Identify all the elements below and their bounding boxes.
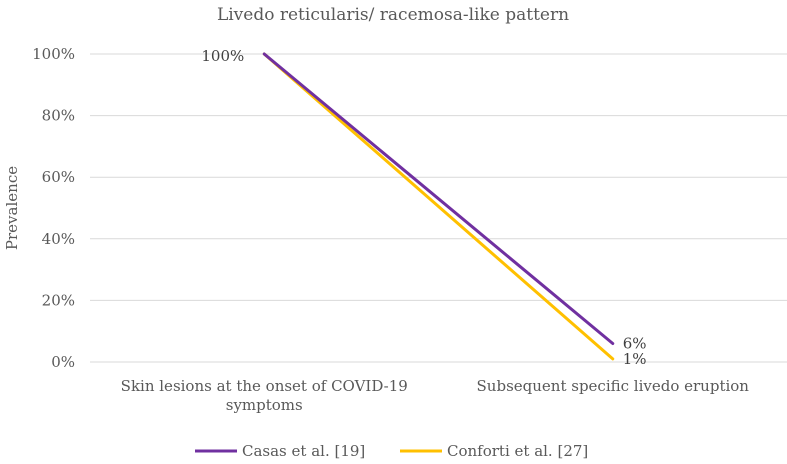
y-tick-label: 100% xyxy=(32,45,75,63)
legend-label: Casas et al. [19] xyxy=(242,442,365,460)
data-label: 6% xyxy=(623,335,647,353)
x-category-label: Skin lesions at the onset of COVID-19 sym… xyxy=(121,377,408,414)
y-tick-label: 80% xyxy=(42,107,75,125)
chart-title: Livedo reticularis/ racemosa-like patter… xyxy=(217,5,569,25)
y-tick-label: 40% xyxy=(42,230,75,248)
x-category-line: symptoms xyxy=(226,396,303,414)
series-line xyxy=(262,52,615,346)
y-axis-title: Prevalence xyxy=(3,166,21,250)
y-axis-ticks: 0% 20% 40% 60% 80% 100% xyxy=(32,45,75,371)
legend: Casas et al. [19] Conforti et al. [27] xyxy=(195,442,588,460)
legend-label: Conforti et al. [27] xyxy=(447,442,588,460)
data-label: 100% xyxy=(201,47,244,65)
x-category-label: Subsequent specific livedo eruption xyxy=(477,377,750,395)
x-category-line: Skin lesions at the onset of COVID-19 xyxy=(121,377,408,395)
series-line xyxy=(262,52,615,361)
y-tick-label: 60% xyxy=(42,168,75,186)
gridlines xyxy=(90,53,787,363)
series-lines xyxy=(262,52,615,361)
x-category-line: Subsequent specific livedo eruption xyxy=(477,377,750,395)
data-label: 1% xyxy=(623,350,647,368)
x-axis-categories: Skin lesions at the onset of COVID-19 sym… xyxy=(121,377,750,414)
y-tick-label: 0% xyxy=(51,353,75,371)
y-tick-label: 20% xyxy=(42,291,75,309)
data-labels: 6% 100% 1% xyxy=(201,47,646,368)
